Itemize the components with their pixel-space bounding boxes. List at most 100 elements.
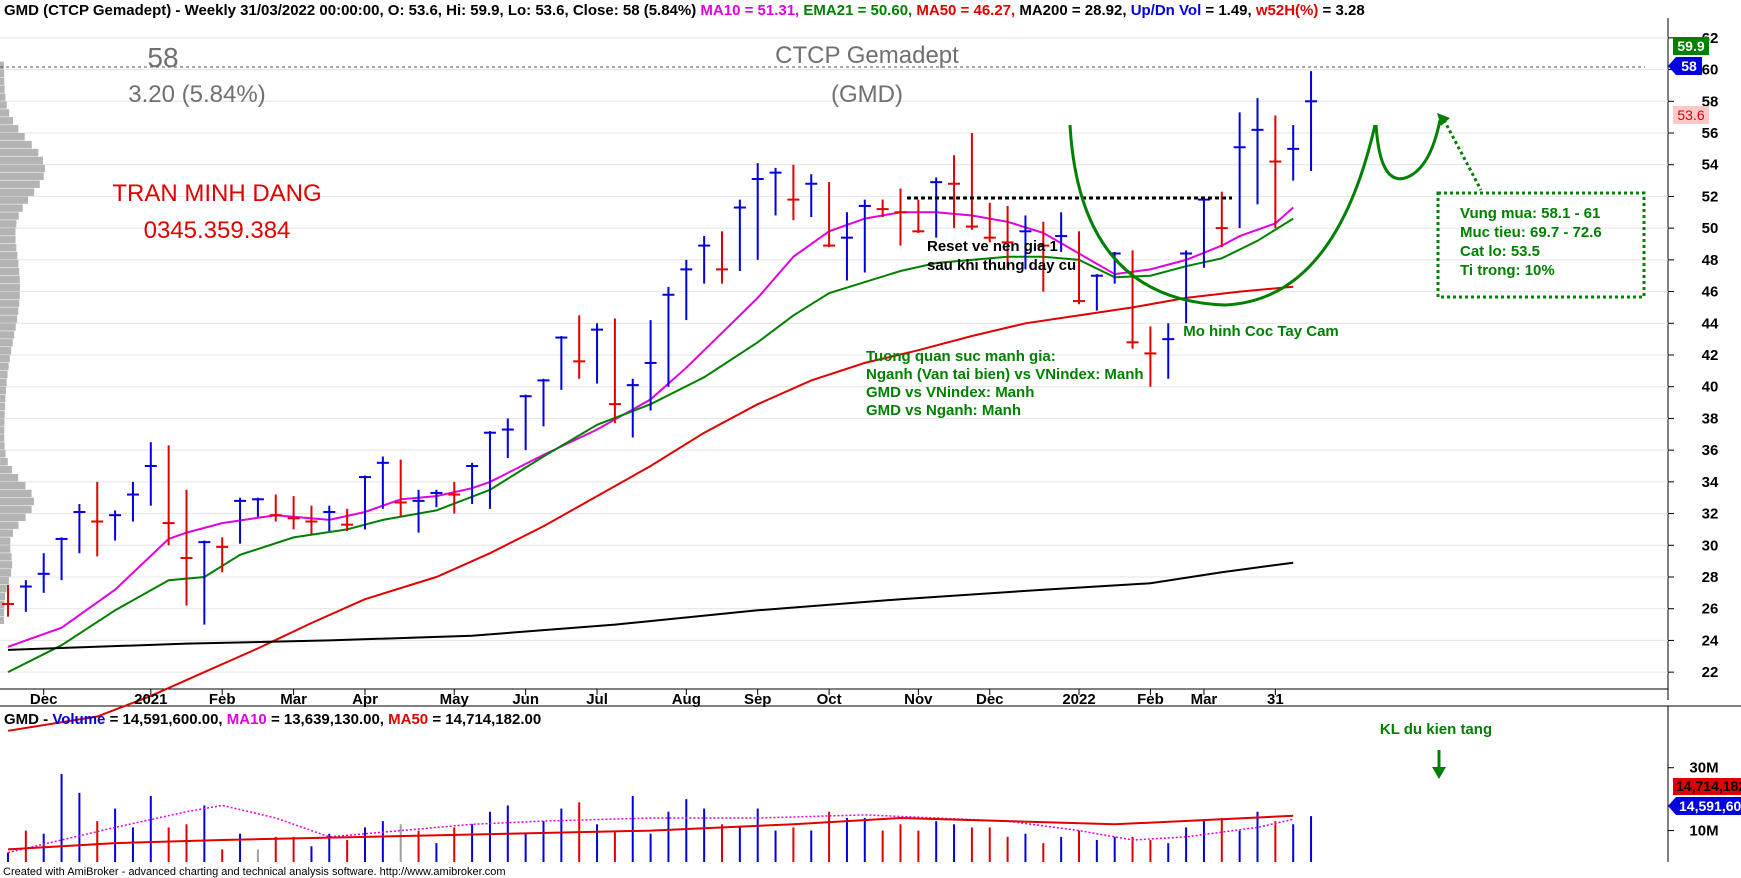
price-change: 3.20 (5.84%): [128, 81, 265, 108]
candle-15: [269, 494, 282, 522]
volume-profile-bar-22: [0, 442, 5, 450]
header-segment-6: = 14,714,182.00: [428, 711, 541, 728]
volume-profile-bar-21: [0, 450, 6, 458]
volume-profile-bar-16: [0, 489, 32, 498]
candle-72: [1287, 125, 1300, 181]
header-segment-7: w52H(%): [1255, 2, 1319, 19]
volume-profile-bar-51: [0, 212, 19, 220]
y-tick-label-50: 50: [1702, 220, 1719, 237]
volume-profile-bar-32: [0, 362, 9, 371]
candle-2: [37, 553, 50, 593]
volume-profile-bar-23: [0, 434, 5, 442]
high-badge: 59.9: [1677, 38, 1704, 54]
volume-y-axis: 30M 10M: [1668, 760, 1719, 840]
volume-profile-bar-65: [0, 101, 7, 109]
header-segment-1: MA10 = 51.31,: [700, 2, 803, 19]
trade-plan-lines: Vung mua: 58.1 - 61 Muc tieu: 69.7 - 72.…: [1460, 205, 1602, 279]
candle-59: [1055, 212, 1068, 252]
volume-profile-bar-10: [0, 537, 11, 545]
candle-31: [555, 335, 568, 390]
volume-header: GMD - Volume = 14,591,600.00, MA10 = 13,…: [4, 711, 541, 728]
x-tick-label-mar: Mar: [280, 691, 307, 708]
y-tick-label-34: 34: [1702, 474, 1719, 491]
volume-profile-bar-68: [0, 77, 5, 85]
candle-38: [680, 259, 693, 321]
candle-55: [983, 202, 996, 243]
volume-profile-bar-12: [0, 521, 19, 529]
y-tick-label-32: 32: [1702, 506, 1719, 523]
volume-profile-bar-54: [0, 188, 35, 196]
volume-profile-bar-26: [0, 410, 5, 418]
candle-23: [412, 489, 425, 533]
candle-36: [644, 320, 657, 411]
volume-moving-averages: [7, 804, 1294, 854]
x-tick-label-dec: Dec: [30, 691, 58, 708]
candle-4: [73, 504, 86, 554]
x-tick-label-sep: Sep: [744, 691, 772, 708]
header-segment-2: = 14,591,600.00,: [105, 711, 226, 728]
candle-26: [466, 462, 479, 505]
trade-plan-arrowhead: [1437, 113, 1450, 126]
y-tick-label-26: 26: [1702, 601, 1719, 618]
volume-profile-bar-17: [0, 481, 26, 490]
volume-profile-bar-15: [0, 497, 35, 506]
candle-50: [894, 188, 907, 246]
candle-49: [876, 199, 889, 218]
candle-63: [1126, 250, 1139, 349]
plan-weight: Ti trong: 10%: [1460, 262, 1555, 279]
volume-profile-bar-25: [0, 418, 5, 426]
volume-profile-bar-47: [0, 244, 17, 252]
volume-profile-bar-37: [0, 323, 16, 331]
candle-60: [1073, 231, 1085, 305]
header-segment-5: Up/Dn Vol: [1131, 2, 1202, 19]
volume-profile-bar-5: [0, 577, 9, 585]
candle-73: [1305, 71, 1318, 172]
volume-profile-bar-11: [0, 529, 13, 537]
candle-51: [912, 199, 925, 233]
y-tick-label-48: 48: [1702, 252, 1719, 269]
candle-20: [359, 475, 371, 530]
close-badge-bg: [1668, 57, 1702, 75]
volume-profile-bar-19: [0, 466, 12, 474]
candle-0: [2, 584, 14, 617]
volume-profile-bar-40: [0, 299, 20, 307]
header-segment-6: = 1.49,: [1201, 2, 1256, 19]
x-tick-label-oct: Oct: [817, 691, 842, 708]
candle-41: [733, 199, 746, 271]
candle-17: [305, 505, 318, 535]
candle-61: [1090, 274, 1103, 311]
candle-24: [430, 489, 443, 508]
candle-42: [751, 163, 764, 260]
volume-note: KL du kien tang: [1380, 721, 1492, 738]
candle-11: [198, 540, 211, 625]
candle-39: [698, 236, 711, 284]
volume-profile-bar-52: [0, 204, 23, 212]
volume-profile-bar-27: [0, 402, 5, 410]
volume-profile-bar-14: [0, 505, 32, 514]
header-segment-2: EMA21 = 50.60,: [803, 2, 916, 19]
x-tick-label-feb: Feb: [209, 691, 236, 708]
candle-30: [537, 378, 550, 427]
candle-70: [1251, 98, 1264, 205]
y-tick-label-38: 38: [1702, 410, 1719, 427]
volume-profile: [0, 61, 45, 625]
volume-profile-bar-59: [0, 148, 39, 157]
candle-66: [1180, 250, 1193, 324]
author-name: TRAN MINH DANG: [112, 180, 321, 207]
volume-profile-bar-70: [0, 61, 5, 70]
volume-profile-bar-46: [0, 251, 18, 260]
y-tick-label-30: 30: [1702, 537, 1719, 554]
line-ma200: [7, 561, 1294, 651]
trade-plan-box: [1436, 191, 1646, 299]
price-badges: 59.9 58 53.6: [1668, 37, 1709, 124]
candle-32: [573, 315, 586, 379]
y-tick-label-40: 40: [1702, 379, 1719, 396]
candle-33: [591, 323, 604, 384]
candle-27: [483, 431, 496, 509]
volume-profile-bar-55: [0, 180, 40, 188]
candle-25: [448, 481, 461, 514]
header-segment-3: MA50 = 46.27,: [916, 2, 1019, 19]
cup-shape: [1068, 124, 1377, 307]
x-tick-label-nov: Nov: [904, 691, 933, 708]
